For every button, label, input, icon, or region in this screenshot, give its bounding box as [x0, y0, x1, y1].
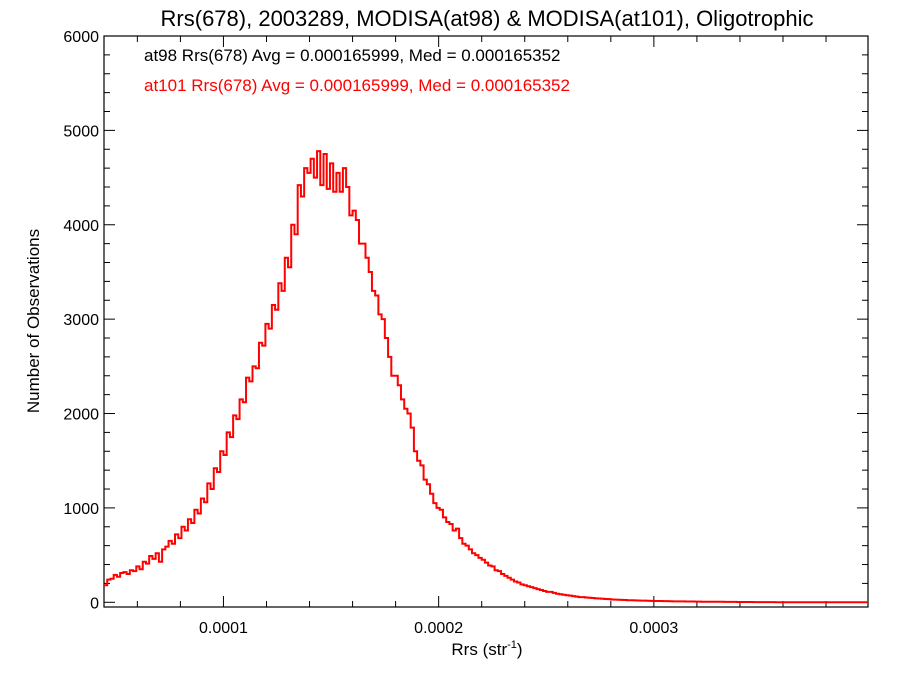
y-tick-label: 4000 [63, 218, 99, 235]
x-axis-label-close: ) [517, 640, 523, 659]
axis-tick-labels: 0.0001 0.0002 0.0003 0 1000 2000 3000 4000 5000 6… [63, 29, 678, 637]
y-tick-label: 6000 [63, 29, 99, 46]
y-tick-label: 3000 [63, 312, 99, 329]
y-tick-label: 1000 [63, 501, 99, 518]
x-axis-label-superscript: -1 [507, 639, 517, 651]
axis-ticks [104, 35, 868, 607]
x-axis-label: Rrs (str-1) [451, 639, 522, 659]
y-axis-label: Number of Observations [24, 229, 43, 413]
x-tick-label: 0.0002 [414, 620, 463, 637]
y-tick-label: 0 [90, 595, 99, 612]
annotation-at98: at98 Rrs(678) Avg = 0.000165999, Med = 0… [144, 46, 561, 65]
y-tick-label: 5000 [63, 123, 99, 140]
x-tick-label: 0.0003 [629, 620, 678, 637]
histogram-series-at101 [104, 150, 868, 604]
x-tick-label: 0.0001 [199, 620, 248, 637]
chart-title: Rrs(678), 2003289, MODISA(at98) & MODISA… [161, 6, 814, 31]
annotation-at101: at101 Rrs(678) Avg = 0.000165999, Med = … [144, 76, 570, 95]
x-axis-label-base: Rrs (str [451, 640, 507, 659]
y-tick-label: 2000 [63, 407, 99, 424]
plot-frame [103, 35, 869, 608]
